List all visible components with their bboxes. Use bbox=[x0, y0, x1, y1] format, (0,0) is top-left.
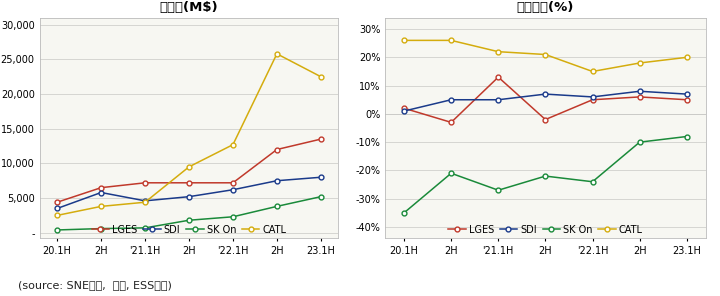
Title: 영업이익(%): 영업이익(%) bbox=[517, 1, 574, 14]
Text: (source: SNE추정,  소형, ESS포함): (source: SNE추정, 소형, ESS포함) bbox=[18, 280, 172, 290]
Title: 매출액(M$): 매출액(M$) bbox=[160, 1, 218, 14]
Legend: LGES, SDI, SK On, CATL: LGES, SDI, SK On, CATL bbox=[91, 225, 287, 234]
Legend: LGES, SDI, SK On, CATL: LGES, SDI, SK On, CATL bbox=[448, 225, 643, 234]
